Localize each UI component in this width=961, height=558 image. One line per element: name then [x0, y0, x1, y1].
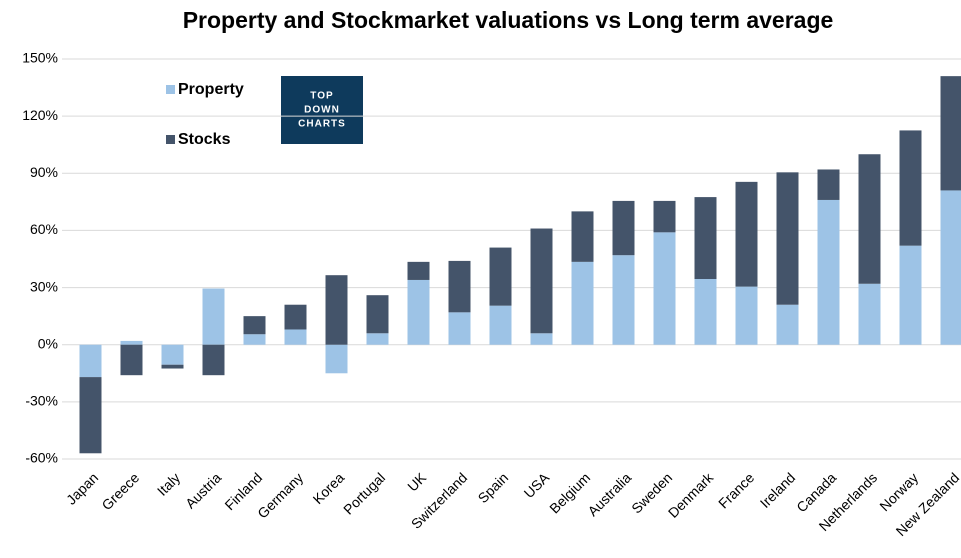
bar: [817, 169, 840, 200]
legend-label: Property: [178, 81, 244, 98]
logo-text: DOWN: [304, 105, 340, 116]
bar: [325, 275, 348, 345]
bar: [694, 279, 717, 345]
bar: [448, 260, 471, 313]
logo-text: TOP: [310, 91, 333, 102]
bar: [79, 377, 102, 454]
bar: [325, 344, 348, 374]
y-tick-label: 90%: [30, 164, 58, 180]
bar: [776, 172, 799, 305]
bar: [120, 340, 143, 345]
x-tick-label: Denmark: [665, 469, 717, 521]
logo-box: [281, 76, 363, 144]
x-tick-label: UK: [404, 469, 430, 495]
bar: [79, 344, 102, 378]
x-tick-label: Japan: [63, 469, 101, 507]
bar: [243, 316, 266, 335]
legend-swatch: [166, 85, 175, 94]
x-tick-label: Greece: [98, 469, 142, 513]
bar: [571, 211, 594, 262]
x-tick-label: Korea: [310, 469, 348, 507]
bar: [530, 333, 553, 345]
bar: [899, 245, 922, 345]
bar: [653, 200, 676, 233]
bar: [940, 76, 961, 191]
y-tick-label: -30%: [25, 393, 58, 409]
bar: [120, 344, 143, 376]
y-tick-label: 30%: [30, 278, 58, 294]
bar: [243, 334, 266, 345]
bar: [858, 283, 881, 345]
bar: [530, 228, 553, 334]
bar: [899, 130, 922, 246]
legend-label: Stocks: [178, 131, 231, 148]
bar: [407, 279, 430, 345]
x-tick-label: Spain: [475, 469, 512, 506]
bar: [612, 200, 635, 256]
bar: [366, 295, 389, 334]
bar: [817, 199, 840, 345]
bar: [612, 255, 635, 345]
bar: [161, 364, 184, 369]
bar: [735, 181, 758, 287]
bar: [694, 197, 717, 279]
x-tick-label: Austria: [182, 469, 224, 511]
bar: [489, 247, 512, 306]
x-tick-label: France: [715, 469, 757, 511]
legend-swatch: [166, 135, 175, 144]
bar: [284, 329, 307, 345]
bar: [489, 305, 512, 345]
bar: [202, 344, 225, 376]
bar: [448, 312, 471, 345]
y-tick-label: 120%: [22, 107, 58, 123]
x-tick-label: Australia: [584, 469, 634, 519]
chart-title: Property and Stockmarket valuations vs L…: [183, 7, 834, 33]
bar: [776, 304, 799, 345]
y-tick-label: 60%: [30, 221, 58, 237]
bar: [653, 232, 676, 345]
x-tick-label: Ireland: [757, 469, 799, 511]
bar: [940, 190, 961, 345]
y-tick-label: 150%: [22, 50, 58, 66]
bar: [407, 261, 430, 280]
bar: [202, 288, 225, 345]
bar: [161, 344, 184, 365]
bar: [571, 261, 594, 345]
x-tick-label: Portugal: [340, 469, 388, 517]
bar: [735, 286, 758, 345]
x-tick-label: USA: [521, 469, 553, 501]
bar: [858, 154, 881, 284]
bar: [366, 333, 389, 345]
x-tick-label: Italy: [154, 469, 183, 498]
logo-text: CHARTS: [298, 119, 346, 130]
y-tick-label: 0%: [38, 335, 58, 351]
bar: [284, 304, 307, 330]
x-tick-label: Germany: [254, 469, 306, 521]
y-tick-label: -60%: [25, 450, 58, 466]
